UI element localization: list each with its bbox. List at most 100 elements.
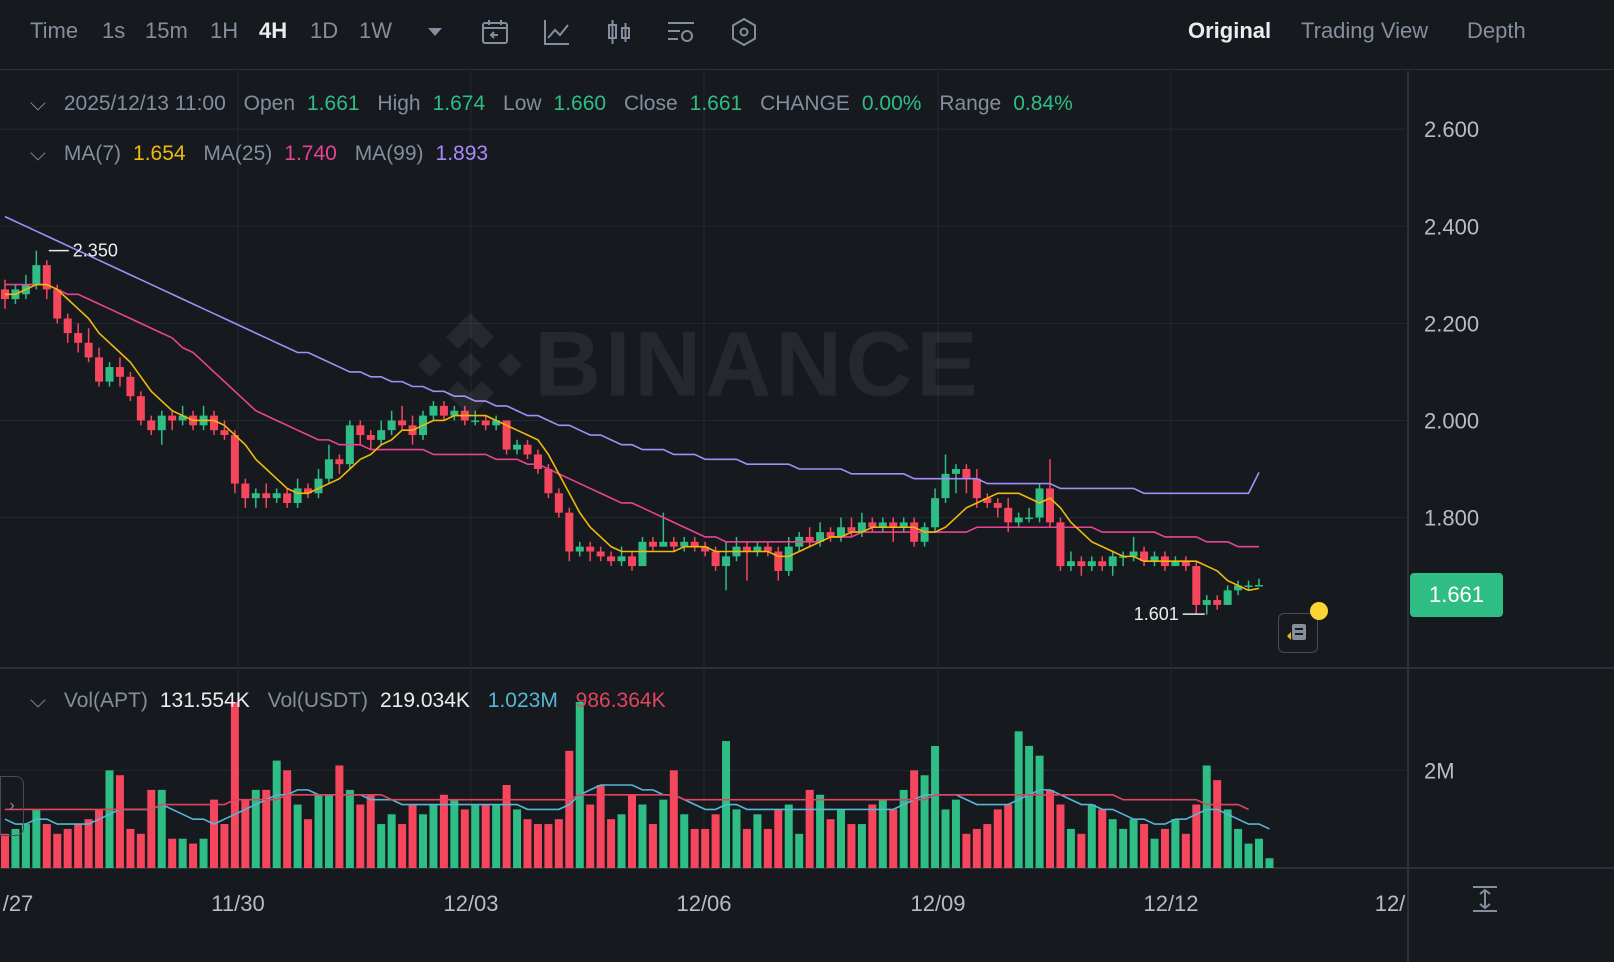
- ma7-label: MA(7): [63, 142, 122, 165]
- volume-bar: [1265, 858, 1274, 868]
- candle-body: [63, 318, 72, 334]
- vol-usdt-label: Vol(USDT): [267, 689, 368, 712]
- hexagon-icon[interactable]: [727, 15, 761, 49]
- volume-bar: [314, 794, 323, 868]
- change-label: CHANGE: [760, 92, 850, 115]
- candle-body: [304, 488, 313, 494]
- candle-body: [889, 522, 898, 528]
- high-label: High: [377, 92, 421, 115]
- indicator-icon[interactable]: [540, 15, 574, 49]
- candle-body: [742, 546, 751, 552]
- candle-body: [1202, 600, 1211, 605]
- view-original[interactable]: Original: [1188, 18, 1272, 43]
- collapse-ohlc-icon[interactable]: ⌵: [30, 92, 46, 115]
- volume-bar: [774, 809, 783, 868]
- volume-bar: [972, 828, 981, 868]
- vol-ma1-value: 1.023M: [487, 689, 558, 712]
- candle-body: [178, 415, 187, 421]
- volume-bar: [366, 794, 375, 868]
- volume-bar: [220, 824, 229, 868]
- high-value: 1.674: [432, 92, 486, 115]
- interval-1s[interactable]: 1s: [102, 18, 126, 43]
- interval-1d[interactable]: 1D: [310, 18, 339, 43]
- candle-body: [847, 527, 856, 533]
- volume-bar: [638, 804, 647, 868]
- interval-1w[interactable]: 1W: [359, 18, 392, 43]
- current-price-tag: 1.661: [1410, 573, 1503, 617]
- volume-bar: [136, 833, 145, 868]
- interval-dropdown-icon[interactable]: [418, 15, 452, 49]
- candle-body: [638, 541, 647, 567]
- candle-body: [1181, 561, 1190, 567]
- volume-bar: [1066, 828, 1075, 868]
- candle-body: [805, 536, 814, 542]
- candle-body: [962, 469, 971, 479]
- candle-body: [335, 459, 344, 465]
- candle-body: [283, 493, 292, 503]
- time-tick-label: 12/03: [443, 891, 498, 916]
- collapse-volume-icon[interactable]: ⌵: [30, 689, 46, 712]
- settings-icon[interactable]: [664, 15, 698, 49]
- candle-body: [648, 541, 657, 547]
- candle-body: [136, 396, 145, 421]
- alert-dot-icon[interactable]: [1310, 602, 1328, 620]
- candle-body: [690, 541, 699, 547]
- candle-body: [1014, 517, 1023, 523]
- volume-bar: [680, 814, 689, 868]
- candle-body: [251, 493, 260, 499]
- view-trading-view[interactable]: Trading View: [1301, 18, 1429, 43]
- candle-body: [920, 527, 929, 542]
- price-tick-label: 2.400: [1424, 214, 1479, 239]
- candle-body: [1234, 585, 1243, 591]
- volume-bar: [1150, 838, 1159, 868]
- collapse-ma-icon[interactable]: ⌵: [30, 142, 46, 165]
- candle-body: [1098, 561, 1107, 567]
- close-label: Close: [623, 92, 678, 115]
- candle-body: [450, 410, 459, 416]
- date-range-icon[interactable]: [478, 15, 512, 49]
- candle-body: [84, 342, 93, 358]
- volume-bar: [168, 838, 177, 868]
- volume-bar: [826, 819, 835, 868]
- price-chart[interactable]: 2.600 2.400 2.200 2.000 1.800 2M/27 11/30 12/03…: [0, 71, 1614, 962]
- candle-body: [1192, 566, 1201, 605]
- candle-body: [387, 420, 396, 431]
- volume-bar: [753, 814, 762, 868]
- volume-bar: [460, 809, 469, 868]
- volume-bar: [513, 809, 522, 868]
- time-label[interactable]: Time: [30, 18, 79, 43]
- volume-bar: [868, 804, 877, 868]
- volume-bar: [742, 828, 751, 868]
- candle-body: [837, 527, 845, 537]
- candle-body: [575, 546, 584, 552]
- fit-axis-icon[interactable]: [1470, 884, 1500, 914]
- volume-bar: [304, 819, 313, 868]
- volume-bar: [429, 804, 438, 868]
- volume-bar: [1255, 838, 1263, 868]
- view-depth[interactable]: Depth: [1467, 18, 1526, 43]
- volume-bar: [1087, 804, 1096, 868]
- expand-panel-icon[interactable]: ›: [0, 776, 24, 836]
- candle-body: [230, 435, 239, 484]
- volume-bar: [690, 828, 699, 868]
- volume-bar: [659, 799, 668, 868]
- ma25-label: MA(25): [203, 142, 273, 165]
- volume-bar: [732, 809, 741, 868]
- volume-bar: [1056, 804, 1065, 868]
- interval-15m[interactable]: 15m: [145, 18, 188, 43]
- candle-body: [1004, 507, 1013, 523]
- candle-body: [241, 483, 250, 499]
- candle-type-icon[interactable]: [602, 15, 636, 49]
- interval-4h[interactable]: 4H: [259, 18, 288, 43]
- candle-body: [826, 532, 835, 537]
- candle-body: [1087, 561, 1096, 567]
- interval-1h[interactable]: 1H: [210, 18, 239, 43]
- candle-body: [398, 420, 407, 426]
- news-marker-icon[interactable]: [1278, 613, 1318, 653]
- candle-body: [356, 425, 365, 436]
- candle-body: [607, 556, 616, 562]
- volume-bar: [951, 799, 960, 868]
- volume-bar: [523, 819, 532, 868]
- volume-bar: [711, 814, 720, 868]
- candle-body: [1150, 556, 1159, 562]
